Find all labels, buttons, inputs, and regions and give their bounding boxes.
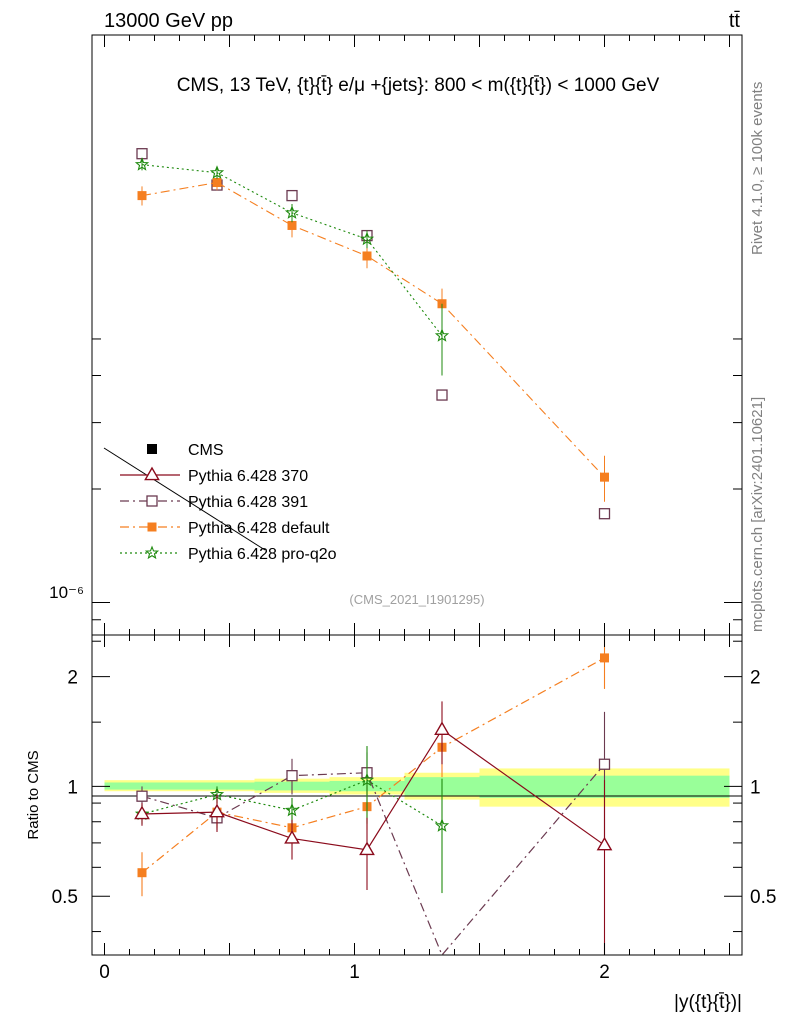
ratio-band-green-1 xyxy=(179,782,255,790)
ratio-y-tick-label-right-2: 2 xyxy=(750,668,761,689)
legend-label-pq2o: Pythia 6.428 pro-q2o xyxy=(188,546,337,563)
ratio-y-axis-label: Ratio to CMS xyxy=(25,750,42,839)
header-right-label: tt̄ xyxy=(729,10,741,32)
x-axis-label: |y({t}{t̄})| xyxy=(674,992,742,1013)
legend-label-cms: CMS xyxy=(188,442,224,459)
main-point-pdef-3 xyxy=(362,251,372,261)
ratio-series-group xyxy=(134,635,613,957)
legend-marker-p391 xyxy=(146,495,158,507)
ratio-point-p391-0 xyxy=(136,790,148,802)
legend-label-p391: Pythia 6.428 391 xyxy=(188,494,308,511)
main-plot-title: CMS, 13 TeV, {t}{t̄} e/μ +{jets}: 800 < … xyxy=(177,75,660,96)
main-point-pdef-0 xyxy=(137,191,147,201)
main-point-pdef-2 xyxy=(287,220,297,230)
main-point-p391-4 xyxy=(436,389,448,401)
main-point-pq2o-2 xyxy=(284,205,300,219)
ratio-point-pdef-0 xyxy=(137,868,147,878)
main-panel: CMS, 13 TeV, {t}{t̄} e/μ +{jets}: 800 < … xyxy=(49,34,743,636)
ratio-point-pq2o-3 xyxy=(359,772,375,787)
main-point-pdef-1 xyxy=(212,178,222,188)
ratio-point-p370-3 xyxy=(359,841,375,856)
ratio-panel: 0.5 0.5 1 1 2 2 0 1 2 Ratio to CMS |y({t}{t̄})| xyxy=(25,634,776,1013)
stray-reference-line xyxy=(103,447,266,551)
ratio-point-p391-2 xyxy=(286,770,298,782)
main-series-group xyxy=(103,148,611,551)
ratio-line-p370 xyxy=(141,728,605,851)
ratio-y-tick-label-right-0: 0.5 xyxy=(750,887,776,908)
ratio-point-pq2o-4 xyxy=(434,818,450,832)
main-point-p391-5 xyxy=(598,508,611,520)
x-tick-label-1: 1 xyxy=(349,962,360,983)
x-tick-label-0: 0 xyxy=(99,962,110,983)
ratio-y-tick-label-left-1: 1 xyxy=(67,777,78,798)
ratio-y-tick-label-left-0: 0.5 xyxy=(52,887,78,908)
ratio-point-p370-4 xyxy=(434,721,450,735)
main-axes xyxy=(92,35,742,635)
legend-marker-pq2o xyxy=(144,545,160,560)
main-line-pdef xyxy=(141,181,605,478)
x-tick-label-2: 2 xyxy=(599,962,610,983)
legend-marker-cms xyxy=(147,444,157,454)
ratio-line-pq2o xyxy=(141,779,443,827)
analysis-id-label: (CMS_2021_I1901295) xyxy=(349,592,484,607)
y-tick-label-1e-6: 10⁻⁶ xyxy=(49,583,84,602)
ratio-point-p370-5 xyxy=(596,836,613,851)
ratio-point-p391-5 xyxy=(598,758,611,770)
main-point-pq2o-0 xyxy=(134,157,150,171)
ratio-plot-frame xyxy=(91,634,743,956)
ratio-line-pdef xyxy=(141,657,605,874)
ratio-point-pdef-5 xyxy=(600,653,609,663)
legend: CMS Pythia 6.428 370 Pythia 6.428 391 Pythi… xyxy=(120,442,337,563)
ratio-y-tick-label-right-1: 1 xyxy=(750,777,761,798)
ratio-y-tick-label-left-2: 2 xyxy=(67,668,78,689)
ratio-band-green-0 xyxy=(104,782,180,790)
ratio-uncertainty-bands xyxy=(104,768,730,807)
ratio-point-p370-2 xyxy=(284,830,300,844)
main-point-pdef-5 xyxy=(600,472,609,482)
main-point-pq2o-4 xyxy=(434,328,450,342)
ratio-point-p370-1 xyxy=(209,803,225,818)
mcplots-label: mcplots.cern.ch [arXiv:2401.10621] xyxy=(749,397,766,632)
legend-label-p370: Pythia 6.428 370 xyxy=(188,468,308,485)
main-plot-frame xyxy=(91,34,743,636)
rivet-version-label: Rivet 4.1.0, ≥ 100k events xyxy=(749,82,766,255)
legend-marker-pdef xyxy=(147,522,157,532)
main-point-p391-2 xyxy=(286,189,298,202)
ratio-axes: 0.5 0.5 1 1 2 2 0 1 2 xyxy=(52,635,776,983)
ratio-line-p391 xyxy=(141,763,605,957)
main-point-pq2o-3 xyxy=(359,231,375,246)
main-point-pq2o-1 xyxy=(209,165,225,179)
legend-label-pdef: Pythia 6.428 default xyxy=(188,520,330,537)
ratio-point-p370-0 xyxy=(134,805,150,820)
legend-marker-p370 xyxy=(144,466,160,481)
ratio-point-pq2o-2 xyxy=(284,802,300,817)
header-left-label: 13000 GeV pp xyxy=(104,10,233,32)
